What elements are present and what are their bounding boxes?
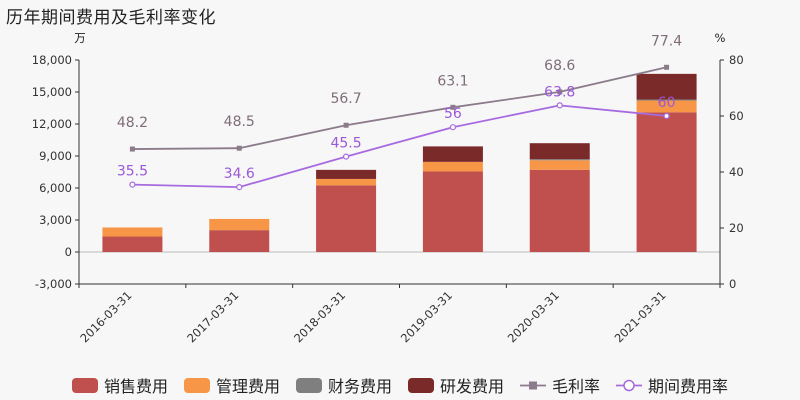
gross-margin-label: 48.2 (117, 115, 148, 131)
gross-margin-point (236, 145, 242, 151)
legend-swatch (295, 377, 322, 393)
legend: 销售费用 管理费用 财务费用 研发费用 毛利率 期间费用率 (0, 373, 800, 397)
period-expense-rate-point (236, 184, 243, 191)
bar-management (529, 160, 590, 170)
legend-label: 毛利率 (552, 377, 601, 396)
x-tick-label: 2016-03-31 (77, 288, 134, 345)
gross-margin-line (132, 66, 667, 150)
y-left-unit: 万 (74, 31, 86, 45)
legend-item[interactable]: 期间费用率 (616, 373, 728, 397)
y-left-tick-label: 12,000 (32, 117, 72, 131)
gross-margin-point (557, 89, 563, 95)
y-right-tick-label: 20 (729, 221, 744, 235)
legend-item[interactable]: 销售费用 (71, 373, 168, 397)
period-expense-rate-point (663, 112, 670, 120)
period-expense-rate-point (556, 102, 563, 109)
y-right-tick-label: 0 (729, 277, 736, 291)
gross-margin-point (129, 146, 135, 152)
bar-management (422, 161, 483, 172)
x-tick-label: 2017-03-31 (184, 288, 241, 345)
period-expense-rate-label: 60 (658, 95, 676, 111)
bar-sales (422, 171, 483, 252)
legend-swatch (71, 377, 98, 393)
bar-finance (529, 159, 590, 161)
bar-management (636, 100, 697, 113)
period-expense-rate-point (129, 181, 136, 188)
bar-management (209, 218, 270, 231)
gross-margin-label: 77.4 (651, 33, 682, 49)
gross-margin-point (664, 64, 670, 70)
bar-rnd (636, 73, 697, 100)
gross-margin-label: 63.1 (437, 73, 468, 89)
y-right-tick-label: 80 (729, 53, 744, 67)
bar-rnd (316, 169, 377, 179)
bar-sales (316, 185, 377, 252)
y-left-tick-label: 9,000 (39, 149, 72, 163)
y-left-tick-label: 18,000 (32, 53, 72, 67)
legend-swatch (408, 377, 434, 393)
legend-label: 管理费用 (215, 377, 280, 396)
x-tick-label: 2020-03-31 (505, 288, 562, 345)
legend-item[interactable]: 毛利率 (520, 373, 600, 397)
period-expense-rate-label: 63.8 (544, 84, 575, 100)
period-expense-rate-label: 45.5 (330, 136, 361, 152)
chart-title: 历年期间费用及毛利率变化 (6, 8, 216, 28)
y-left-tick-label: 15,000 (32, 85, 72, 99)
bar-management (102, 227, 163, 237)
bar-sales (636, 112, 697, 253)
bar-rnd (529, 143, 590, 160)
legend-item[interactable]: 研发费用 (408, 373, 504, 397)
y-right-unit: % (715, 31, 726, 45)
bar-finance (636, 99, 697, 101)
gross-margin-label: 56.7 (330, 91, 361, 107)
legend-label: 财务费用 (327, 377, 392, 396)
gross-margin-label: 48.5 (224, 114, 255, 130)
bar-management (316, 178, 377, 186)
bar-sales (529, 169, 590, 252)
gross-margin-point (450, 104, 456, 110)
period-expense-rate-line (132, 104, 667, 189)
y-left-tick-label: -3,000 (35, 277, 72, 291)
y-left-tick-label: 6,000 (39, 181, 72, 195)
y-left-tick-label: 3,000 (39, 213, 72, 227)
x-tick-label: 2019-03-31 (398, 288, 455, 345)
bar-sales (102, 236, 163, 252)
y-left-tick-label: 0 (65, 245, 72, 259)
legend-square-line-icon (520, 381, 547, 389)
y-right-tick-label: 60 (729, 109, 744, 123)
period-expense-rate-label: 35.5 (117, 164, 148, 180)
legend-item[interactable]: 管理费用 (183, 373, 280, 397)
period-expense-rate-point (449, 124, 457, 131)
x-tick-label: 2018-03-31 (291, 288, 348, 345)
bar-sales (209, 230, 270, 252)
chart-canvas: 18,000 15,000 12,000 9,000 6,000 3,000 0 -3,000… (32, 31, 744, 345)
legend-label: 期间费用率 (648, 377, 729, 396)
legend-label: 研发费用 (440, 377, 505, 396)
legend-circle-line-icon (616, 379, 643, 391)
period-expense-rate-point (342, 153, 350, 160)
y-right-tick-label: 40 (729, 165, 744, 179)
x-tick-label: 2021-03-31 (612, 288, 669, 345)
gross-margin-label: 68.6 (544, 58, 575, 74)
gross-margin-point (343, 122, 349, 128)
period-expense-rate-label: 34.6 (224, 166, 255, 182)
legend-label: 销售费用 (103, 377, 168, 396)
legend-item[interactable]: 财务费用 (295, 373, 392, 397)
bar-rnd (422, 146, 483, 162)
legend-swatch (183, 377, 210, 393)
period-expense-rate-label: 56 (444, 106, 462, 122)
